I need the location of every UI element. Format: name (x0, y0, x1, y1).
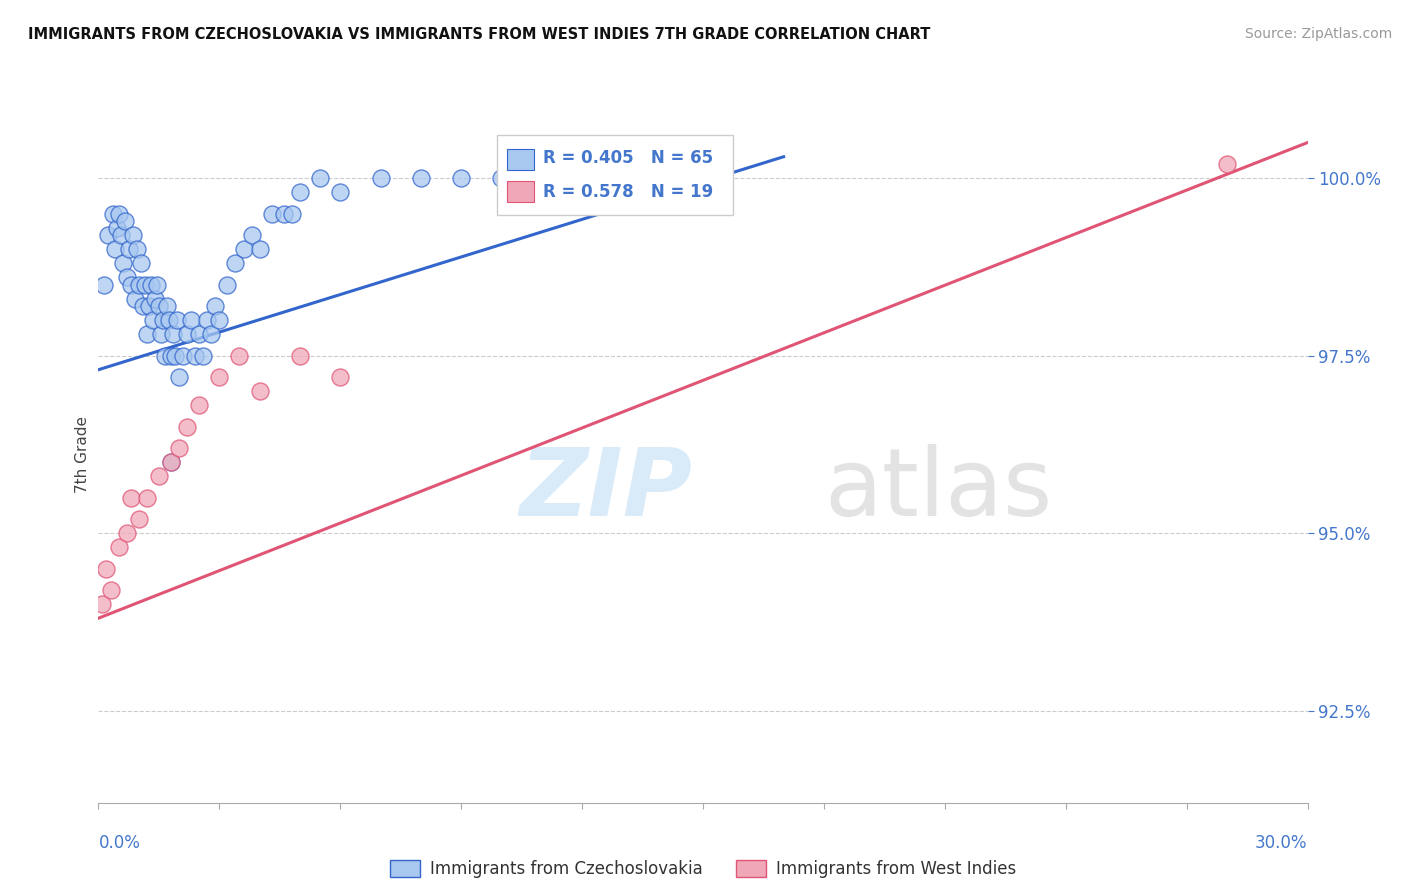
Y-axis label: 7th Grade: 7th Grade (75, 417, 90, 493)
Point (232, 242, 254, 256)
Bar (508, 181, 534, 202)
Point (115, 526, 138, 541)
Point (200, 327, 222, 342)
Point (184, 349, 207, 363)
Point (217, 277, 239, 292)
Point (160, 349, 183, 363)
Point (142, 313, 165, 327)
Text: IMMIGRANTS FROM CZECHOSLOVAKIA VS IMMIGRANTS FROM WEST INDIES 7TH GRADE CORRELAT: IMMIGRANTS FROM CZECHOSLOVAKIA VS IMMIGR… (28, 27, 931, 42)
Point (591, 171, 613, 186)
Point (370, 171, 392, 186)
Point (134, 277, 156, 292)
Point (103, 242, 125, 256)
Point (692, 171, 714, 186)
Point (107, 540, 129, 554)
Point (135, 327, 157, 342)
Text: ZIP: ZIP (520, 443, 693, 536)
Point (162, 327, 184, 342)
Point (129, 256, 152, 270)
Legend: Immigrants from Czechoslovakia, Immigrants from West Indies: Immigrants from Czechoslovakia, Immigran… (384, 854, 1022, 885)
Point (329, 186, 352, 200)
Point (309, 171, 332, 186)
Text: R = 0.405   N = 65: R = 0.405 N = 65 (543, 149, 713, 167)
Point (97, 227, 120, 242)
Point (143, 292, 166, 306)
Point (128, 277, 150, 292)
Point (146, 277, 169, 292)
Point (195, 313, 218, 327)
Point (152, 313, 174, 327)
Point (224, 256, 246, 270)
Point (281, 206, 304, 220)
Point (530, 171, 553, 186)
Point (167, 441, 190, 455)
Text: 30.0%: 30.0% (1256, 834, 1308, 852)
Point (188, 398, 211, 412)
Point (273, 206, 295, 220)
Point (160, 455, 183, 469)
Point (118, 242, 141, 256)
Point (1216, 157, 1239, 171)
Point (240, 227, 263, 242)
Point (125, 242, 148, 256)
Point (132, 299, 155, 313)
Point (180, 313, 202, 327)
Point (153, 349, 176, 363)
Point (176, 327, 198, 342)
Point (167, 369, 190, 384)
Point (110, 227, 132, 242)
Text: R = 0.578   N = 19: R = 0.578 N = 19 (543, 183, 714, 201)
Point (120, 277, 142, 292)
Point (166, 313, 188, 327)
Bar (508, 149, 534, 169)
Point (288, 349, 311, 363)
Point (450, 171, 472, 186)
Point (115, 270, 138, 285)
Point (208, 369, 231, 384)
Point (149, 327, 172, 342)
Point (93, 277, 115, 292)
Point (121, 227, 143, 242)
FancyBboxPatch shape (498, 135, 734, 215)
Point (128, 512, 150, 526)
Point (120, 491, 142, 505)
Point (260, 206, 283, 220)
Point (160, 455, 183, 469)
Point (228, 349, 250, 363)
Point (329, 369, 352, 384)
Point (114, 213, 136, 227)
Text: Source: ZipAtlas.com: Source: ZipAtlas.com (1244, 27, 1392, 41)
Point (91, 597, 114, 611)
Point (249, 384, 271, 398)
Point (172, 349, 194, 363)
Point (101, 206, 124, 220)
Point (148, 469, 170, 483)
Text: atlas: atlas (824, 443, 1052, 536)
Text: 0.0%: 0.0% (98, 834, 141, 852)
Point (139, 277, 162, 292)
Point (100, 582, 122, 597)
Point (204, 299, 226, 313)
Point (156, 299, 179, 313)
Point (176, 419, 198, 434)
Point (208, 313, 231, 327)
Point (111, 256, 134, 270)
Point (105, 220, 128, 235)
Point (124, 292, 146, 306)
Point (96, 561, 118, 575)
Point (138, 299, 160, 313)
Point (157, 313, 180, 327)
Point (163, 349, 186, 363)
Point (409, 171, 432, 186)
Point (148, 299, 170, 313)
Point (135, 491, 157, 505)
Point (188, 327, 211, 342)
Point (193, 349, 215, 363)
Point (107, 206, 129, 220)
Point (288, 186, 311, 200)
Point (491, 171, 513, 186)
Point (249, 242, 271, 256)
